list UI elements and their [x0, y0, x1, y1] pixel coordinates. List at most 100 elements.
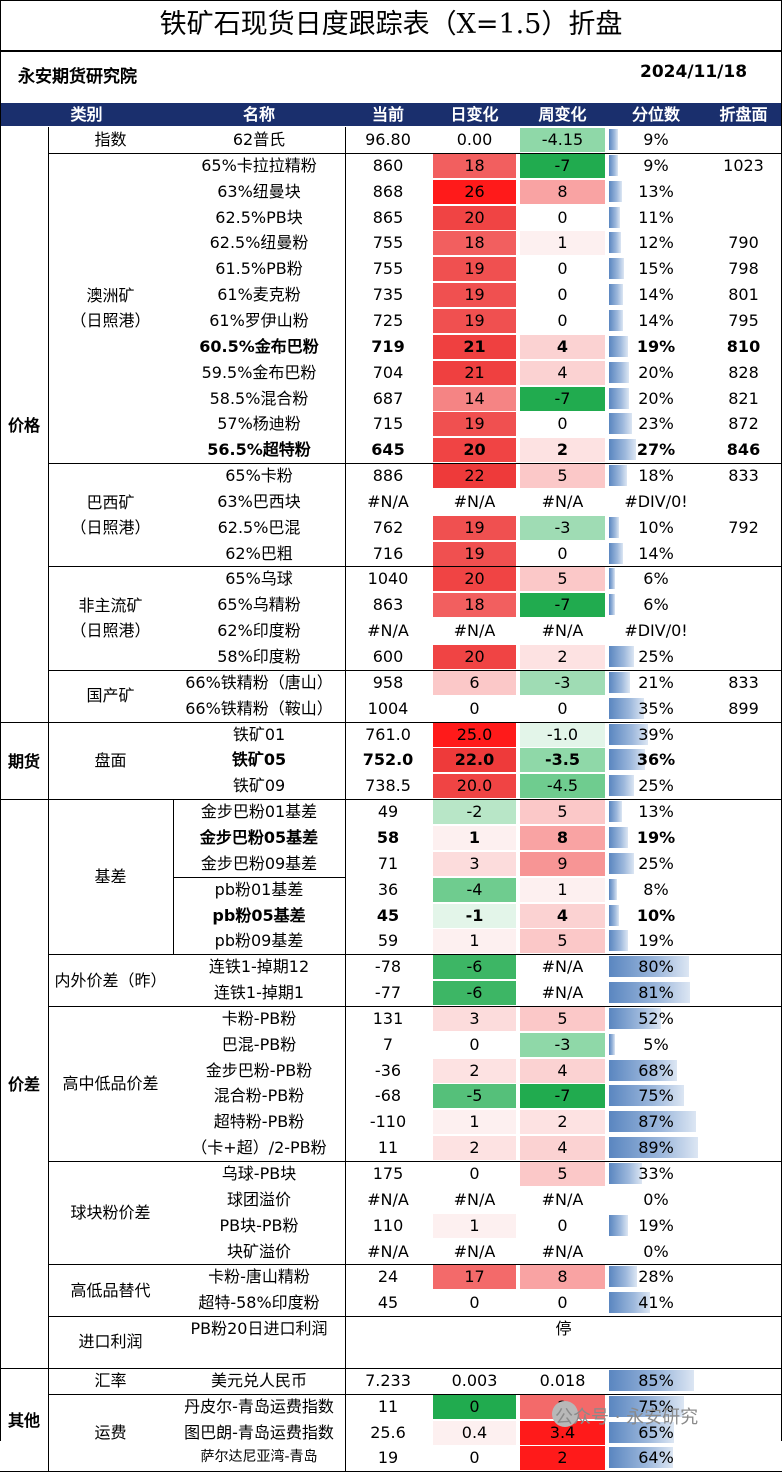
group-label: 价差 — [7, 1075, 40, 1095]
current-value: 863 — [372, 595, 404, 615]
futures-equivalent: 833 — [728, 466, 759, 486]
row-name: 球团溢价 — [226, 1189, 291, 1209]
subgroup-divider — [48, 1005, 782, 1007]
percentile-value: 9% — [643, 155, 669, 175]
subgroup-label: 进口利润 — [78, 1332, 143, 1352]
weekly-change: 2 — [520, 1446, 605, 1471]
current-value: 131 — [372, 1008, 404, 1028]
percentile-value: 15% — [638, 259, 674, 279]
percentile-bar — [609, 1292, 650, 1314]
row-name: 超特-58%印度粉 — [198, 1293, 320, 1313]
percentile-bar — [609, 878, 617, 900]
futures-equivalent: 795 — [728, 310, 759, 330]
group-label: 期货 — [7, 752, 40, 772]
current-value: 59 — [377, 931, 399, 951]
current-value: 761.0 — [365, 724, 411, 744]
futures-equivalent: 872 — [728, 414, 759, 434]
futures-equivalent — [705, 566, 782, 591]
futures-equivalent: 899 — [728, 698, 759, 718]
futures-equivalent — [705, 205, 782, 230]
daily-change: -1 — [433, 903, 516, 928]
current-value: 868 — [372, 181, 404, 201]
percentile-bar — [609, 982, 690, 1004]
row-name: （卡+超）/2-PB粉 — [191, 1138, 327, 1158]
weekly-change: 0 — [520, 257, 605, 282]
weekly-change: 0 — [520, 308, 605, 333]
frame-top — [0, 0, 782, 1]
weekly-change: #N/A — [520, 489, 605, 514]
current-value: 49 — [377, 802, 399, 822]
column-header: 周变化 — [538, 105, 587, 124]
subgroup-label: 盘面 — [94, 750, 127, 770]
percentile-bar — [609, 413, 632, 435]
subgroup-label: 高低品替代 — [70, 1280, 151, 1300]
percentile-value: 18% — [638, 466, 674, 486]
column-header: 名称 — [242, 105, 275, 124]
row-name: PB块-PB粉 — [219, 1215, 299, 1235]
daily-change: -4 — [433, 877, 516, 902]
daily-change: 2 — [433, 1136, 516, 1161]
percentile-bar — [609, 206, 620, 228]
futures-equivalent — [705, 1290, 782, 1315]
subgroup-label: 国产矿 — [86, 686, 135, 706]
percentile-bar — [609, 387, 629, 409]
row-name: 59.5%金布巴粉 — [201, 362, 317, 382]
row-name: 金步巴粉01基差 — [200, 802, 318, 822]
daily-change: 1 — [433, 1213, 516, 1238]
percentile-bar — [609, 258, 624, 280]
weekly-change: #N/A — [520, 619, 605, 644]
row-name: pb粉05基差 — [212, 905, 306, 925]
row-name: 65%卡粉 — [225, 466, 293, 486]
weekly-change: #N/A — [520, 981, 605, 1006]
percentile-value: 33% — [638, 1164, 674, 1183]
row-name: 61.5%PB粉 — [215, 259, 303, 279]
futures-equivalent — [705, 541, 782, 566]
daily-change: 21 — [433, 360, 516, 385]
percentile-value: #DIV/0! — [624, 491, 688, 511]
weekly-change: -3 — [520, 515, 605, 540]
futures-equivalent: 846 — [726, 440, 761, 460]
daily-change: 20 — [433, 645, 516, 669]
weekly-change: 2 — [520, 1110, 605, 1135]
percentile-bar — [609, 1421, 674, 1443]
futures-equivalent — [705, 1109, 782, 1134]
watermark: 公众号 · 永安研究 — [555, 1407, 699, 1428]
current-value: 600 — [372, 647, 404, 666]
current-value: 19 — [377, 1448, 399, 1468]
row-name: 块矿溢价 — [226, 1241, 291, 1261]
group-label: 其他 — [7, 1411, 40, 1431]
group-label: 价格 — [7, 416, 40, 436]
subgroup-divider — [48, 1393, 782, 1395]
daily-change: #N/A — [433, 619, 516, 644]
daily-change: 18 — [433, 153, 516, 178]
percentile-bar — [609, 697, 644, 719]
weekly-change: -7 — [520, 386, 605, 411]
current-value: 755 — [372, 233, 404, 253]
percentile-bar — [609, 904, 619, 926]
percentile-value: 21% — [638, 672, 674, 692]
percentile-value: 25% — [638, 853, 674, 873]
weekly-change: 4 — [520, 334, 605, 359]
row-name: 连铁1-掉期1 — [213, 983, 305, 1003]
current-value: 45 — [377, 1293, 399, 1313]
weekly-change: 0 — [520, 696, 605, 721]
futures-equivalent — [705, 489, 782, 514]
percentile-value: 52% — [638, 1008, 674, 1028]
subgroup-label: 内外价差（昨） — [54, 970, 167, 990]
futures-equivalent — [705, 179, 782, 204]
row-name: 巴混-PB粉 — [221, 1034, 297, 1054]
futures-equivalent — [705, 1368, 782, 1393]
subgroup-label: 澳洲矿 （日照港） — [70, 285, 151, 330]
subgroup-divider — [48, 566, 782, 568]
current-value: -68 — [374, 1086, 402, 1106]
percentile-bar — [609, 594, 615, 616]
futures-equivalent — [705, 1187, 782, 1212]
column-header: 当前 — [371, 105, 404, 124]
subgroup-label: 汇率 — [94, 1371, 127, 1391]
current-value: 752.0 — [362, 750, 414, 770]
row-name: 连铁1-掉期12 — [208, 957, 310, 977]
percentile-value: 64% — [638, 1448, 674, 1468]
row-name: 铁矿05 — [231, 750, 287, 770]
percentile-value: 85% — [638, 1370, 674, 1390]
